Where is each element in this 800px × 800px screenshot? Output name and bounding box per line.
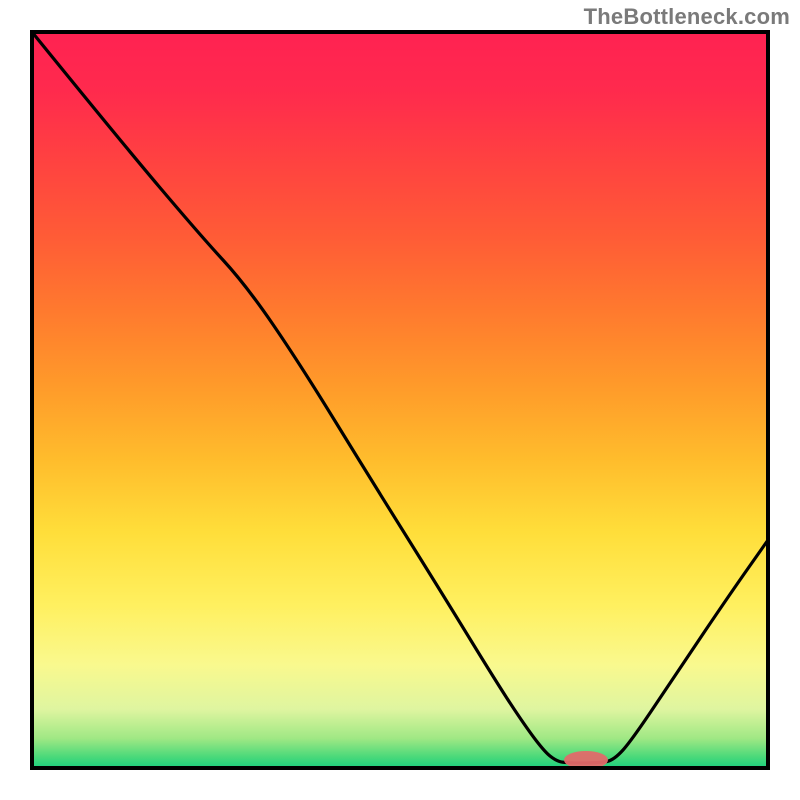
- attribution-text: TheBottleneck.com: [584, 4, 790, 30]
- bottleneck-curve-chart: [0, 0, 800, 800]
- plot-background: [32, 32, 768, 768]
- chart-container: TheBottleneck.com: [0, 0, 800, 800]
